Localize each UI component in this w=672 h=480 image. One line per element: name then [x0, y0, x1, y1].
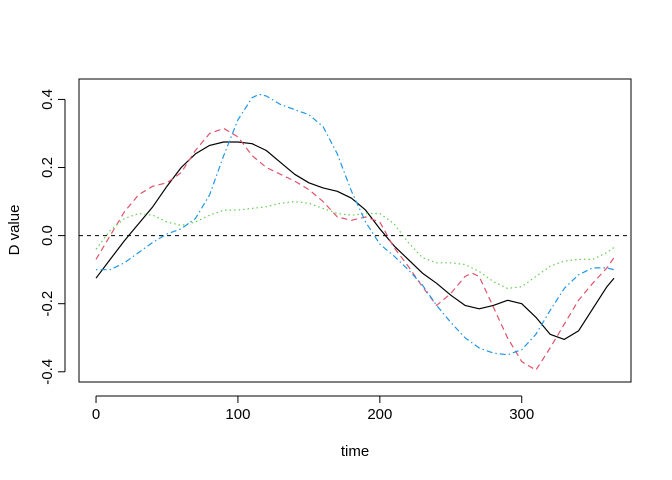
series-line-3	[95, 201, 615, 289]
x-axis: 0 100 200 300	[92, 395, 534, 423]
series-layer	[95, 93, 615, 371]
y-tick-label: -0.2	[39, 291, 56, 317]
series-line-4	[96, 93, 615, 356]
x-tick-label: 300	[509, 406, 534, 423]
x-tick-label: 100	[225, 406, 250, 423]
x-tick-label: 200	[367, 406, 392, 423]
x-tick-label: 0	[92, 406, 100, 423]
y-tick-label: -0.4	[39, 359, 56, 385]
y-axis-label: D value	[6, 205, 23, 256]
series-line-1	[95, 141, 615, 340]
y-tick-label: 0.4	[39, 89, 56, 110]
series-line-2	[95, 127, 615, 371]
y-tick-label: 0.0	[39, 225, 56, 246]
y-tick-label: 0.2	[39, 157, 56, 178]
plot-frame	[78, 78, 632, 383]
y-axis: -0.4 -0.2 0.0 0.2 0.4	[39, 89, 66, 385]
x-axis-label: time	[341, 443, 369, 460]
